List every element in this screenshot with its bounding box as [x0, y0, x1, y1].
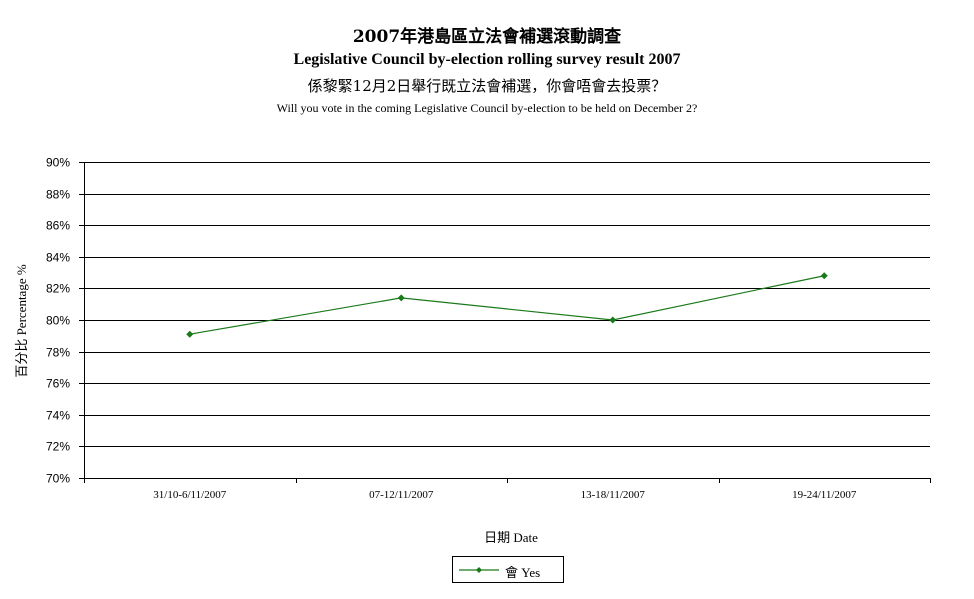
data-point	[186, 330, 194, 338]
y-tick-label: 90%	[46, 156, 70, 170]
y-tick-label: 88%	[46, 188, 70, 202]
data-point	[609, 316, 617, 324]
series-line	[189, 275, 825, 335]
x-axis-title: 日期 Date	[484, 530, 538, 545]
y-tick-label: 80%	[46, 314, 70, 328]
x-tick-label: 31/10-6/11/2007	[153, 489, 226, 501]
y-tick-label: 86%	[46, 219, 70, 233]
y-tick-label: 82%	[46, 282, 70, 296]
y-tick-label: 70%	[46, 472, 70, 486]
x-tick-labels: 31/10-6/11/2007 07-12/11/2007 13-18/11/200…	[153, 489, 857, 501]
y-tick-label: 78%	[46, 346, 70, 360]
y-tick-label: 72%	[46, 440, 70, 454]
gridlines	[84, 162, 930, 447]
y-tick-label: 74%	[46, 409, 70, 423]
y-tick-label: 76%	[46, 377, 70, 391]
x-tick-label: 13-18/11/2007	[581, 489, 646, 501]
series-layer	[186, 272, 828, 338]
data-point	[397, 294, 405, 302]
legend-swatch	[459, 567, 499, 573]
y-tick-label: 84%	[46, 251, 70, 265]
y-tick-labels: 70% 72% 74% 76% 78% 80% 82% 84% 86% 88% 90%	[46, 156, 70, 486]
legend-label: 會 Yes	[505, 565, 541, 580]
legend: 會 Yes	[452, 556, 564, 583]
question-chinese: 係黎緊12月2日舉行既立法會補選，你會唔會去投票？	[307, 77, 667, 95]
data-point	[820, 272, 828, 280]
chart-subtitle: Legislative Council by-election rolling …	[293, 51, 681, 68]
axes	[79, 162, 931, 483]
chart-title: 2007年港島區立法會補選滾動調查	[352, 27, 622, 47]
y-axis-title: 百分比 Percentage %	[14, 264, 29, 378]
question-english: Will you vote in the coming Legislative …	[276, 101, 698, 115]
x-tick-label: 07-12/11/2007	[369, 489, 434, 501]
x-tick-label: 19-24/11/2007	[792, 489, 857, 501]
